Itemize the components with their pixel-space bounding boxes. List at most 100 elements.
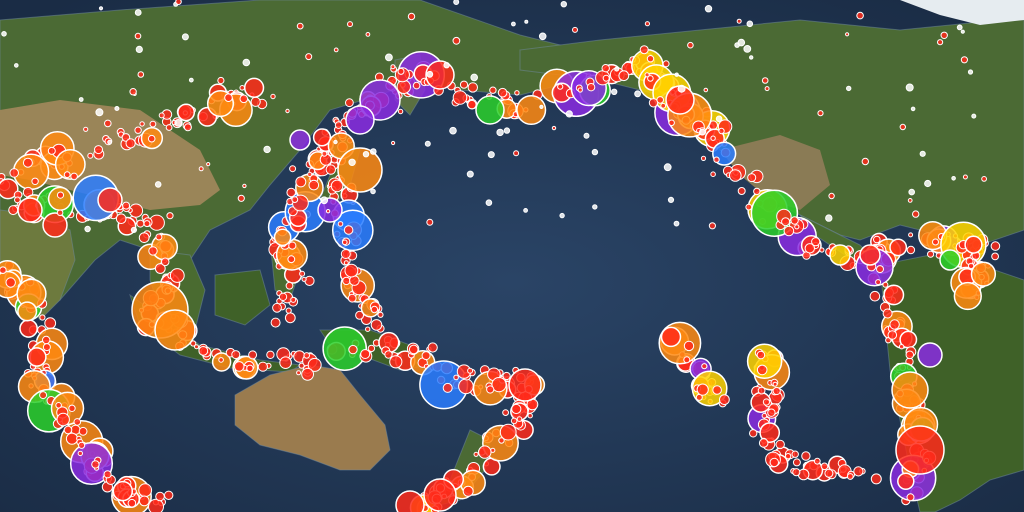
earthquake-marker-359[interactable]: [502, 371, 511, 381]
earthquake-marker-1067[interactable]: [967, 69, 974, 75]
earthquake-marker-1061[interactable]: [370, 148, 377, 155]
earthquake-marker-486[interactable]: [307, 171, 313, 177]
earthquake-marker-1048[interactable]: [687, 41, 694, 49]
earthquake-markers[interactable]: [0, 0, 1001, 512]
earthquake-marker-1064[interactable]: [668, 119, 675, 127]
earthquake-marker-128[interactable]: [87, 152, 94, 159]
earthquake-marker-1115[interactable]: [362, 151, 370, 158]
earthquake-marker-1001[interactable]: [660, 326, 682, 348]
earthquake-marker-1134[interactable]: [181, 33, 189, 41]
earthquake-marker-1118[interactable]: [263, 145, 271, 154]
earthquake-marker-175[interactable]: [270, 93, 276, 100]
earthquake-marker-434[interactable]: [285, 307, 292, 314]
earthquake-marker-1021[interactable]: [154, 309, 196, 351]
earthquake-marker-216[interactable]: [115, 213, 127, 224]
earthquake-marker-1127[interactable]: [538, 32, 547, 41]
earthquake-marker-1039[interactable]: [859, 244, 881, 266]
earthquake-marker-748[interactable]: [790, 216, 799, 225]
earthquake-marker-1024[interactable]: [337, 147, 383, 193]
earthquake-marker-1145[interactable]: [426, 218, 434, 226]
earthquake-marker-27[interactable]: [17, 301, 38, 322]
earthquake-marker-1034[interactable]: [42, 212, 68, 238]
earthquake-marker-609[interactable]: [365, 326, 371, 332]
earthquake-marker-1124[interactable]: [333, 139, 338, 145]
earthquake-marker-334[interactable]: [427, 342, 438, 353]
earthquake-marker-611[interactable]: [347, 293, 357, 303]
earthquake-marker-914[interactable]: [772, 386, 781, 396]
earthquake-marker-829[interactable]: [883, 284, 905, 306]
earthquake-marker-1029[interactable]: [895, 425, 945, 475]
earthquake-marker-1180[interactable]: [861, 157, 869, 166]
earthquake-marker-1004[interactable]: [701, 363, 708, 370]
earthquake-marker-1174[interactable]: [745, 203, 753, 211]
earthquake-marker-1030[interactable]: [891, 371, 929, 409]
earthquake-marker-683[interactable]: [644, 72, 650, 78]
earthquake-marker-342[interactable]: [458, 378, 474, 395]
earthquake-marker-1087[interactable]: [424, 140, 431, 147]
earthquake-marker-331[interactable]: [421, 351, 431, 361]
earthquake-marker-280[interactable]: [231, 350, 241, 360]
earthquake-marker-1110[interactable]: [677, 84, 686, 93]
earthquake-marker-952[interactable]: [853, 466, 864, 477]
earthquake-marker-121[interactable]: [22, 157, 33, 168]
earthquake-marker-1080[interactable]: [572, 26, 578, 33]
earthquake-marker-1126[interactable]: [743, 45, 752, 53]
earthquake-marker-1114[interactable]: [242, 58, 251, 67]
earthquake-marker-382[interactable]: [502, 409, 510, 417]
earthquake-marker-1177[interactable]: [63, 171, 71, 179]
earthquake-marker-1099[interactable]: [143, 220, 151, 228]
earthquake-marker-61[interactable]: [65, 432, 79, 445]
earthquake-marker-945[interactable]: [792, 458, 801, 467]
earthquake-marker-1158[interactable]: [285, 108, 290, 114]
earthquake-marker-1081[interactable]: [320, 196, 329, 205]
earthquake-marker-107[interactable]: [112, 480, 134, 502]
earthquake-marker-1142[interactable]: [704, 5, 713, 13]
earthquake-marker-1173[interactable]: [487, 151, 495, 159]
earthquake-marker-636[interactable]: [514, 90, 520, 96]
earthquake-marker-669[interactable]: [602, 74, 610, 82]
earthquake-marker-1093[interactable]: [905, 83, 914, 92]
earthquake-marker-303[interactable]: [301, 367, 315, 381]
earthquake-marker-694[interactable]: [660, 102, 667, 109]
earthquake-marker-341[interactable]: [442, 382, 453, 393]
earthquake-marker-1149[interactable]: [524, 19, 529, 24]
earthquake-marker-1075[interactable]: [856, 11, 864, 20]
earthquake-marker-1101[interactable]: [667, 196, 675, 203]
earthquake-marker-933[interactable]: [767, 408, 776, 417]
earthquake-marker-1151[interactable]: [592, 204, 598, 210]
earthquake-marker-1047[interactable]: [242, 183, 247, 189]
earthquake-marker-725[interactable]: [713, 156, 720, 163]
earthquake-marker-608[interactable]: [370, 319, 383, 331]
earthquake-marker-286[interactable]: [246, 364, 254, 372]
earthquake-marker-389[interactable]: [510, 417, 518, 425]
earthquake-marker-1049[interactable]: [523, 208, 528, 213]
earthquake-marker-1017[interactable]: [696, 383, 709, 396]
earthquake-marker-726[interactable]: [737, 187, 746, 195]
earthquake-marker-753[interactable]: [781, 217, 791, 227]
earthquake-marker-1051[interactable]: [899, 123, 906, 131]
earthquake-marker-990[interactable]: [953, 281, 982, 311]
earthquake-marker-319[interactable]: [348, 344, 358, 355]
earthquake-marker-723[interactable]: [710, 135, 716, 141]
earthquake-marker-1172[interactable]: [188, 77, 194, 83]
earthquake-marker-1154[interactable]: [78, 97, 84, 102]
earthquake-marker-1140[interactable]: [736, 18, 742, 24]
earthquake-marker-1147[interactable]: [453, 0, 460, 5]
earthquake-marker-1136[interactable]: [370, 188, 376, 195]
earthquake-marker-1069[interactable]: [673, 220, 680, 227]
earthquake-marker-1129[interactable]: [846, 85, 852, 92]
earthquake-marker-52[interactable]: [39, 391, 48, 400]
earthquake-marker-124[interactable]: [0, 178, 19, 200]
earthquake-marker-394[interactable]: [473, 451, 479, 457]
earthquake-marker-1005[interactable]: [683, 356, 691, 364]
earthquake-marker-654[interactable]: [577, 87, 583, 93]
earthquake-marker-1109[interactable]: [656, 96, 665, 104]
earthquake-marker-575[interactable]: [343, 260, 349, 266]
earthquake-marker-786[interactable]: [906, 245, 916, 255]
earthquake-marker-1103[interactable]: [365, 32, 371, 37]
earthquake-marker-678[interactable]: [646, 55, 655, 63]
earthquake-marker-916[interactable]: [772, 381, 778, 387]
earthquake-marker-1028[interactable]: [508, 368, 542, 402]
earthquake-marker-1165[interactable]: [511, 21, 516, 27]
